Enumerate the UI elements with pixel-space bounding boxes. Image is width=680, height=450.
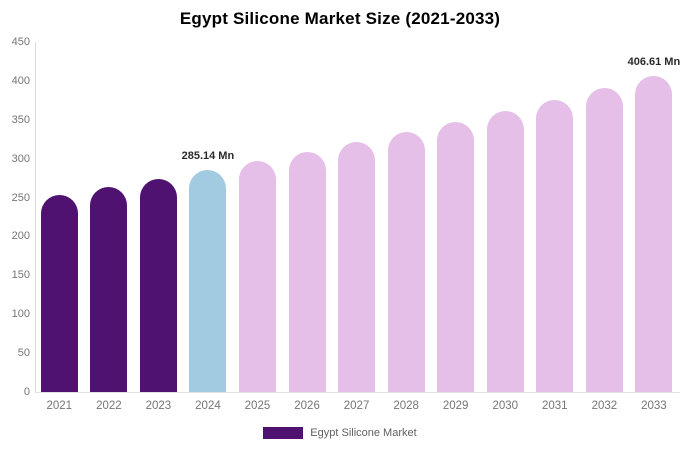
x-axis-label-2021: 2021 [46, 400, 73, 412]
data-label-2033: 406.61 Mn [627, 55, 680, 68]
x-axis-label-2029: 2029 [442, 400, 469, 412]
x-axis-label-2030: 2030 [492, 400, 519, 412]
legend: Egypt Silicone Market [0, 425, 680, 441]
x-axis-label-2033: 2033 [641, 400, 667, 412]
y-axis-tick-label: 250 [11, 191, 30, 204]
x-axis-label-2027: 2027 [343, 400, 370, 412]
x-axis-label-2032: 2032 [591, 400, 618, 412]
y-axis-tick-label: 0 [23, 386, 30, 398]
bar-2022[interactable] [90, 187, 128, 392]
bar-2025[interactable] [239, 161, 276, 392]
y-axis-tick-label: 150 [11, 269, 30, 282]
bar-2030[interactable] [486, 111, 524, 392]
data-label-2024: 285.14 Mn [181, 150, 235, 163]
bar-2029[interactable] [437, 121, 475, 392]
y-axis-tick-label: 300 [11, 152, 30, 165]
y-axis-tick-label: 400 [11, 74, 30, 87]
bar-2021[interactable] [40, 195, 78, 392]
y-axis-tick-label: 200 [11, 230, 30, 243]
chart-title: Egypt Silicone Market Size (2021-2033) [179, 9, 501, 28]
x-axis-label-2024: 2024 [195, 400, 221, 412]
x-axis-label-2025: 2025 [244, 400, 271, 412]
y-axis-line [35, 42, 36, 392]
bar-2028[interactable] [387, 132, 425, 392]
bar-2024[interactable] [189, 170, 227, 392]
legend-item-egypt-silicone-market[interactable]: Egypt Silicone Market [310, 427, 417, 439]
bar-2027[interactable] [338, 142, 376, 392]
bar-2032[interactable] [585, 88, 623, 392]
x-axis-label-2028: 2028 [393, 400, 419, 412]
bar-2033[interactable] [635, 75, 673, 392]
y-axis-tick-label: 100 [11, 308, 30, 321]
y-axis-tick-label: 50 [17, 347, 30, 360]
x-axis-label-2031: 2031 [541, 400, 568, 412]
y-axis-tick-label: 450 [11, 36, 30, 48]
legend-swatch-icon[interactable] [263, 427, 304, 439]
x-axis-label-2022: 2022 [96, 400, 122, 412]
bar-2023[interactable] [139, 178, 177, 392]
x-axis-line [35, 392, 680, 393]
x-axis-label-2026: 2026 [294, 400, 320, 412]
bar-2026[interactable] [288, 152, 326, 392]
y-axis-tick-label: 350 [11, 113, 30, 126]
x-axis-label-2023: 2023 [145, 400, 172, 412]
bar-2031[interactable] [536, 99, 574, 392]
